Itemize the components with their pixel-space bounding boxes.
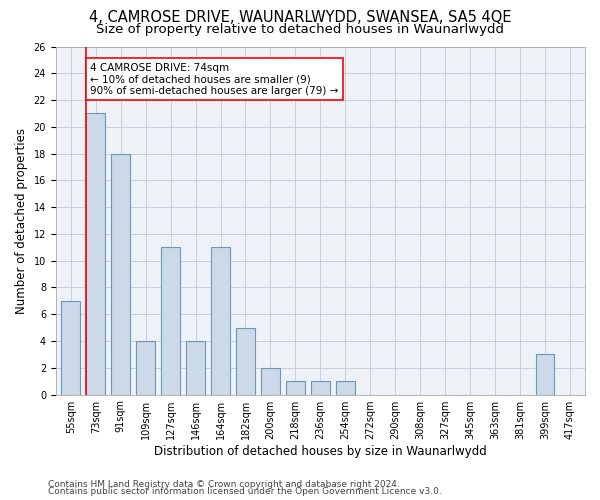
Bar [336,381,355,394]
Text: Contains public sector information licensed under the Open Government Licence v3: Contains public sector information licen… [48,487,442,496]
Y-axis label: Number of detached properties: Number of detached properties [15,128,28,314]
Bar [536,354,554,395]
Bar [261,368,280,394]
Bar [61,301,80,394]
Bar [311,381,330,394]
Bar [136,341,155,394]
Bar [186,341,205,394]
Bar [286,381,305,394]
Bar [112,154,130,394]
Text: Contains HM Land Registry data © Crown copyright and database right 2024.: Contains HM Land Registry data © Crown c… [48,480,400,489]
Bar [86,114,105,394]
Text: Size of property relative to detached houses in Waunarlwydd: Size of property relative to detached ho… [96,22,504,36]
Bar [236,328,255,394]
Text: 4 CAMROSE DRIVE: 74sqm
← 10% of detached houses are smaller (9)
90% of semi-deta: 4 CAMROSE DRIVE: 74sqm ← 10% of detached… [90,62,338,96]
Bar [161,248,180,394]
Bar [211,248,230,394]
X-axis label: Distribution of detached houses by size in Waunarlwydd: Distribution of detached houses by size … [154,444,487,458]
Text: 4, CAMROSE DRIVE, WAUNARLWYDD, SWANSEA, SA5 4QE: 4, CAMROSE DRIVE, WAUNARLWYDD, SWANSEA, … [89,10,511,25]
